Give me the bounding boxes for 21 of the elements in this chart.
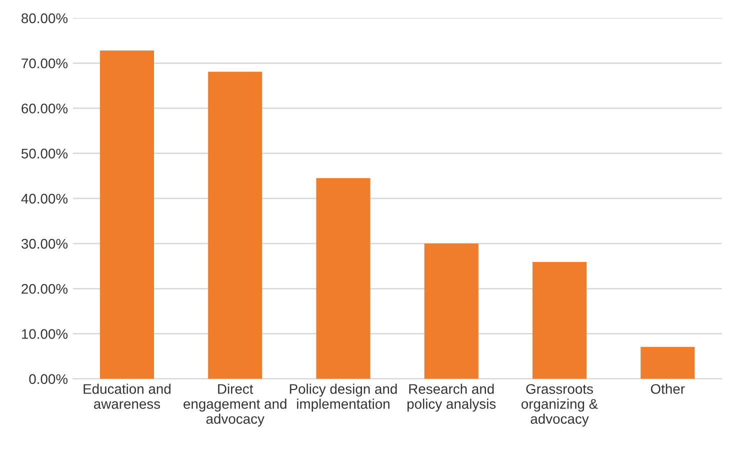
y-tick-label: 80.00% <box>22 13 68 24</box>
y-tick-label: 10.00% <box>22 329 68 339</box>
x-tick-label: Research and policy analysis <box>408 384 496 412</box>
bar <box>208 72 262 379</box>
bar <box>532 262 587 379</box>
y-tick-label: 20.00% <box>22 284 68 294</box>
x-tick-label: Policy design and implementation <box>290 384 397 412</box>
x-tick-label: Other <box>650 384 685 394</box>
y-tick-label: 70.00% <box>22 58 68 68</box>
y-tick-label: 30.00% <box>21 238 68 249</box>
x-tick-label: Education and awareness <box>84 384 170 409</box>
y-tick-label: 50.00% <box>21 148 68 159</box>
bar <box>100 50 154 379</box>
bar <box>640 346 695 379</box>
y-tick-label: 0.00% <box>29 374 68 384</box>
bar <box>424 244 478 379</box>
y-tick-label: 40.00% <box>21 194 68 204</box>
y-tick-label: 60.00% <box>22 104 68 114</box>
x-tick-label: Grassroots organizing & advocacy <box>521 384 598 427</box>
x-tick-label: Direct engagement and advocacy <box>184 384 286 427</box>
bar <box>316 178 370 379</box>
